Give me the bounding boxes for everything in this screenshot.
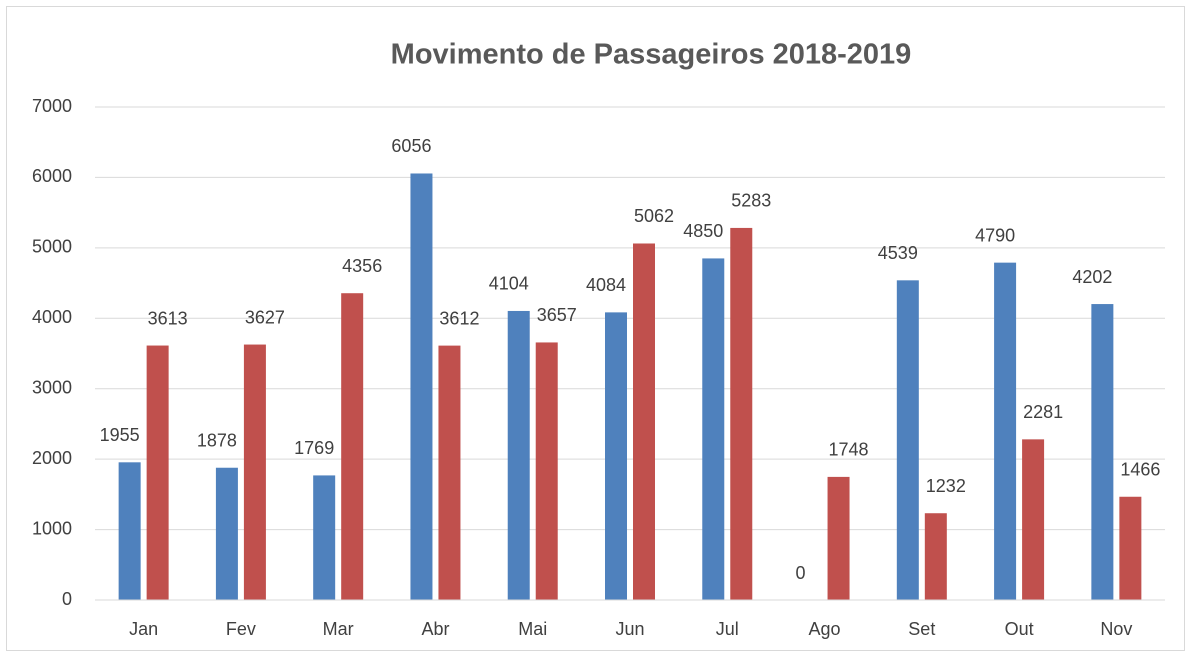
data-label: 4104 (489, 274, 529, 294)
y-tick-label: 3000 (32, 377, 72, 397)
bar (1022, 439, 1045, 600)
data-label: 4084 (586, 275, 626, 295)
x-tick-label: Jan (129, 619, 158, 639)
x-tick-label: Abr (421, 619, 449, 639)
data-label: 3612 (439, 308, 479, 328)
data-label: 4850 (683, 221, 723, 241)
data-label: 0 (796, 563, 806, 583)
data-label: 1955 (100, 425, 140, 445)
bar (146, 345, 169, 600)
bar (341, 293, 364, 600)
x-tick-label: Jul (716, 619, 739, 639)
x-tick-label: Mar (323, 619, 354, 639)
y-tick-label: 1000 (32, 518, 72, 538)
data-label: 5062 (634, 206, 674, 226)
y-tick-label: 7000 (32, 96, 72, 116)
data-label: 3657 (537, 305, 577, 325)
x-tick-label: Fev (226, 619, 256, 639)
bar (410, 173, 433, 601)
bar (1091, 304, 1114, 600)
x-tick-label: Set (908, 619, 935, 639)
bar (438, 345, 461, 600)
data-label: 6056 (391, 136, 431, 156)
data-label: 1748 (829, 440, 869, 460)
bar (215, 467, 238, 600)
y-tick-label: 4000 (32, 307, 72, 327)
bar (827, 476, 850, 600)
bar (605, 312, 627, 600)
bar (1119, 496, 1142, 600)
data-label: 1232 (926, 476, 966, 496)
data-label: 5283 (731, 191, 771, 211)
y-tick-label: 0 (62, 589, 72, 609)
data-label: 4790 (975, 225, 1015, 245)
bar (535, 342, 558, 600)
bar (924, 513, 947, 600)
data-label: 1878 (197, 430, 237, 450)
y-tick-label: 5000 (32, 237, 72, 257)
bar (896, 280, 919, 600)
data-label: 3613 (148, 308, 188, 328)
y-tick-label: 6000 (32, 166, 72, 186)
bar (994, 262, 1017, 600)
bar (730, 227, 753, 601)
data-label: 4356 (342, 256, 382, 276)
y-tick-label: 2000 (32, 448, 72, 468)
bar (243, 344, 266, 600)
bar (313, 475, 336, 600)
chart-title: Movimento de Passageiros 2018-2019 (391, 39, 912, 71)
x-tick-label: Ago (809, 619, 841, 639)
bar (507, 310, 530, 600)
x-tick-label: Mai (518, 619, 547, 639)
x-tick-label: Jun (615, 619, 644, 639)
data-label: 1466 (1120, 460, 1160, 480)
data-label: 4539 (878, 243, 918, 263)
x-tick-label: Nov (1100, 619, 1132, 639)
data-label: 3627 (245, 307, 285, 327)
chart-frame (6, 6, 1185, 651)
data-label: 2281 (1023, 402, 1063, 422)
bar (118, 462, 141, 600)
data-label: 4202 (1072, 267, 1112, 287)
data-label: 1769 (294, 438, 334, 458)
bar (702, 258, 725, 600)
x-tick-label: Out (1005, 619, 1034, 639)
bar (633, 243, 655, 600)
